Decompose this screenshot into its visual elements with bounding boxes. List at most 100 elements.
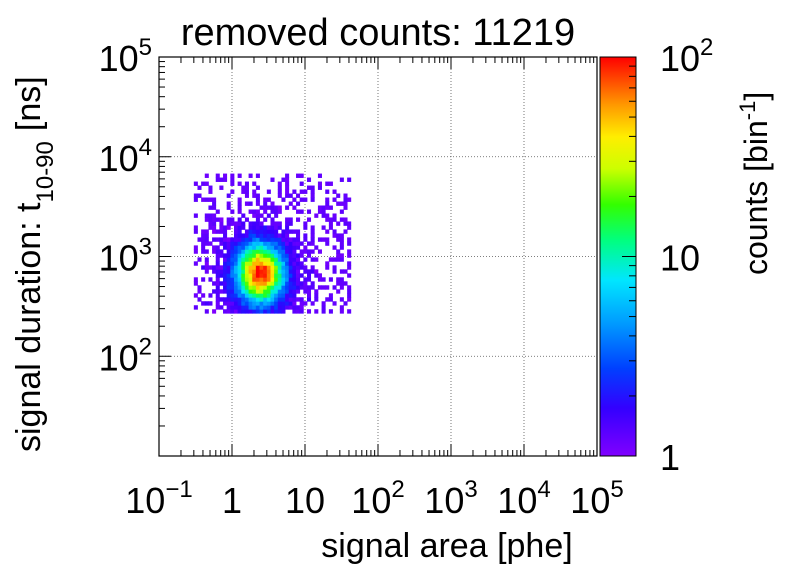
heatmap-cell <box>270 261 275 266</box>
heatmap-cell <box>244 257 249 262</box>
heatmap-cell <box>237 205 242 210</box>
heatmap-cell <box>219 289 224 294</box>
heatmap-cell <box>314 273 319 278</box>
heatmap-cell <box>255 225 260 230</box>
heatmap-cell <box>219 297 224 302</box>
heatmap-cell <box>310 189 315 194</box>
heatmap-cell <box>303 197 308 202</box>
heatmap-cell <box>306 185 312 190</box>
heatmap-cell <box>215 305 220 310</box>
heatmap-cell <box>317 185 322 190</box>
heatmap-cell <box>310 301 315 306</box>
x-tick-label: 102 <box>351 476 404 521</box>
heatmap-cell <box>244 249 249 254</box>
heatmap-cell <box>292 261 297 266</box>
heatmap-cell <box>204 233 209 238</box>
heatmap-cell <box>219 249 224 254</box>
heatmap-cell <box>292 297 297 302</box>
heatmap-cell <box>328 297 333 302</box>
heatmap-cell <box>299 249 304 254</box>
heatmap-cell <box>306 177 312 182</box>
heatmap-cell <box>274 269 279 274</box>
heatmap-cell <box>259 277 264 282</box>
heatmap-cell <box>201 237 206 242</box>
heatmap-cell <box>244 277 249 282</box>
heatmap-cell <box>248 237 253 242</box>
heatmap-cell <box>197 237 202 242</box>
heatmap-cell <box>241 237 246 242</box>
heatmap-cell <box>263 269 268 274</box>
heatmap-cell <box>270 277 275 282</box>
heatmap-cell <box>259 289 264 294</box>
heatmap-cell <box>219 305 224 310</box>
heatmap-cell <box>255 197 260 202</box>
heatmap-cell <box>208 185 213 190</box>
heatmap-cell <box>347 253 352 258</box>
heatmap-cell <box>241 189 246 194</box>
heatmap-cell <box>288 217 293 222</box>
heatmap-cell <box>230 249 235 254</box>
heatmap-cell <box>223 273 228 278</box>
heatmap-cell <box>347 265 352 270</box>
heatmap-cell <box>285 253 290 258</box>
heatmap-cell <box>314 257 319 262</box>
heatmap-cell <box>277 209 282 214</box>
heatmap-cell <box>274 261 279 266</box>
heatmap-cell <box>208 221 213 226</box>
heatmap-cell <box>310 229 315 234</box>
heatmap-cell <box>233 301 239 306</box>
heatmap-cell <box>336 233 341 238</box>
heatmap-cell <box>259 257 264 262</box>
heatmap-cell <box>215 257 220 262</box>
heatmap-cell <box>263 237 268 242</box>
heatmap-cell <box>237 233 242 238</box>
heatmap-cell <box>343 269 348 274</box>
heatmap-cell <box>233 249 239 254</box>
heatmap-cell <box>215 273 220 278</box>
heatmap-cell <box>339 277 344 282</box>
heatmap-cell <box>237 257 242 262</box>
heatmap-cell <box>277 293 282 298</box>
heatmap-cell <box>274 289 279 294</box>
heatmap-cell <box>285 285 290 290</box>
heatmap-cell <box>259 253 264 258</box>
heatmap-cell <box>226 297 231 302</box>
heatmap-cell <box>197 193 202 198</box>
heatmap-cell <box>285 273 290 278</box>
heatmap-cell <box>306 241 312 246</box>
heatmap-cell <box>248 201 253 206</box>
heatmap-cell <box>204 257 209 262</box>
heatmap-cell <box>248 273 253 278</box>
heatmap-cell <box>215 253 220 258</box>
heatmap-cell <box>237 289 242 294</box>
heatmap-cell <box>201 277 206 282</box>
heatmap-cell <box>237 301 242 306</box>
heatmap-cell <box>244 265 249 270</box>
minor-ticks <box>158 57 595 457</box>
heatmap-cell <box>208 293 213 298</box>
heatmap-cell <box>226 253 231 258</box>
heatmap-cell <box>325 213 330 218</box>
heatmap-cell <box>233 261 239 266</box>
heatmap-cell <box>248 229 253 234</box>
chart-title: removed counts: 11219 <box>181 12 575 54</box>
heatmap-cell <box>233 309 239 314</box>
heatmap-cell <box>259 249 264 254</box>
heatmap-cell <box>215 249 220 254</box>
heatmap-cell <box>237 173 242 178</box>
heatmap-cell <box>339 309 344 314</box>
heatmap-cell <box>201 293 206 298</box>
heatmap-cell <box>281 257 286 262</box>
heatmap-cell <box>223 257 228 262</box>
heatmap-cell <box>252 181 257 186</box>
heatmap-cell <box>252 241 257 246</box>
heatmap-cell <box>270 245 275 250</box>
heatmap-cell <box>303 225 308 230</box>
heatmap-cell <box>230 273 235 278</box>
heatmap-cell <box>252 281 257 286</box>
heatmap-cell <box>277 189 282 194</box>
heatmap-cell <box>277 225 282 230</box>
heatmap-cell <box>343 201 348 206</box>
heatmap-cell <box>288 273 293 278</box>
heatmap-cell <box>226 241 231 246</box>
